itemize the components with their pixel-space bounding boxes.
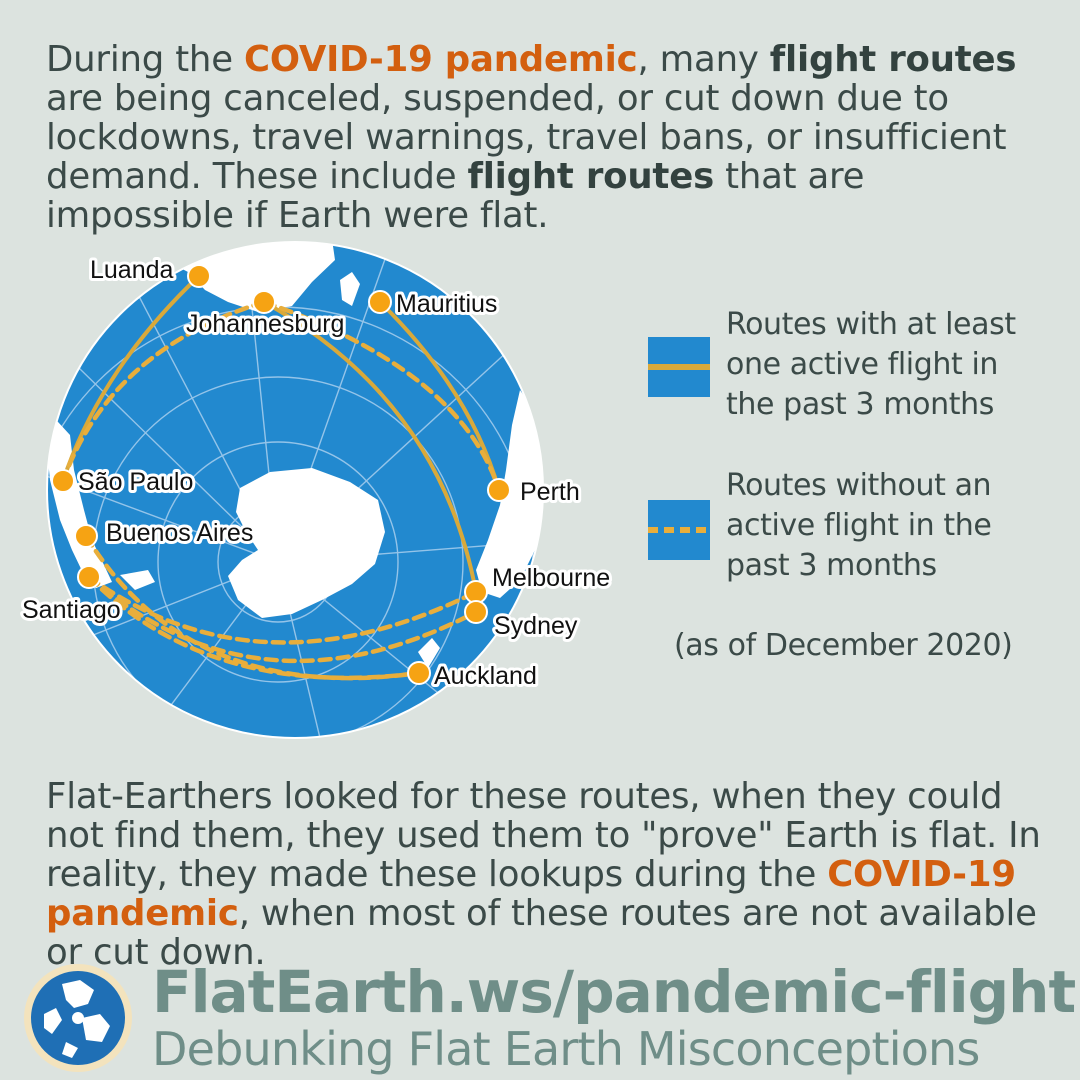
auckland-marker <box>407 661 431 685</box>
label-sao-paulo: São Paulo <box>78 468 193 496</box>
footer-url: FlatEarth.ws/pandemic-flight <box>152 958 1076 1026</box>
label-santiago: Santiago <box>22 596 121 624</box>
globe-rim <box>46 241 544 739</box>
australia-landmass <box>476 390 543 598</box>
label-johannesburg: Johannesburg <box>186 310 344 338</box>
legend-inactive-label: Routes without an active flight in the p… <box>726 468 992 583</box>
melbourne-marker <box>464 580 488 604</box>
route-santiago-melbourne <box>86 574 479 645</box>
intro-highlight-covid: COVID-19 pandemic <box>243 39 638 80</box>
label-perth: Perth <box>520 478 580 506</box>
antarctica-landmass <box>228 468 385 618</box>
sydney-marker <box>464 600 488 624</box>
perth-marker <box>487 478 511 502</box>
route-johannesburg-perth <box>261 299 502 493</box>
luanda-marker <box>187 264 211 288</box>
label-luanda: Luanda <box>90 256 174 284</box>
intro-text-4: that are impossible if Earth were flat. <box>46 156 865 236</box>
label-sydney: Sydney <box>494 612 578 640</box>
johannesburg-marker <box>252 290 276 314</box>
antarctic-peninsula <box>120 570 155 590</box>
south-america-landmass <box>47 410 112 588</box>
intro-bold-flight-routes-2: flight routes <box>467 156 715 197</box>
mauritius-marker <box>368 290 392 314</box>
intro-text-3: are being canceled, suspended, or cut do… <box>46 78 1007 197</box>
intro-text-2: , many <box>637 39 770 80</box>
route-santiago-auckland <box>86 574 422 681</box>
routes-layer <box>60 274 502 681</box>
new-zealand-landmass <box>418 638 440 668</box>
outro-paragraph: Flat-Earthers looked for these routes, w… <box>46 777 1056 972</box>
label-mauritius: Mauritius <box>396 290 497 318</box>
legend-active-label: Routes with at least one active flight i… <box>726 307 1016 422</box>
madagascar-landmass <box>340 272 360 306</box>
label-buenos-aires: Buenos Aires <box>106 519 253 547</box>
globe-diagram: Luanda Johannesburg Mauritius São Paulo … <box>19 241 613 739</box>
flatearth-logo-icon <box>24 964 132 1072</box>
route-buenos-aires-auckland <box>83 533 422 681</box>
buenos-aires-marker <box>74 524 98 548</box>
outro-text-1: Flat-Earthers looked for these routes, w… <box>46 776 1041 895</box>
intro-paragraph: During the COVID-19 pandemic, many fligh… <box>46 40 1056 235</box>
route-santiago-sydney <box>86 574 479 664</box>
legend-dashed-swatch <box>648 500 710 560</box>
as-of-date: (as of December 2020) <box>674 628 1013 663</box>
label-auckland: Auckland <box>434 662 537 690</box>
legend-solid-swatch <box>648 337 710 397</box>
route-johannesburg-sydney <box>262 300 478 594</box>
sao-paulo-marker <box>51 469 75 493</box>
outro-highlight-covid: COVID-19 pandemic <box>46 854 1016 934</box>
route-johannesburg-sao-paulo <box>60 299 267 484</box>
intro-text-1: During the <box>46 39 244 80</box>
route-mauritius-perth <box>378 300 501 492</box>
footer-tagline: Debunking Flat Earth Misconceptions <box>152 1022 980 1076</box>
santiago-marker <box>77 565 101 589</box>
intro-bold-flight-routes-1: flight routes <box>769 39 1017 80</box>
label-melbourne: Melbourne <box>492 564 610 592</box>
city-markers <box>51 264 511 685</box>
